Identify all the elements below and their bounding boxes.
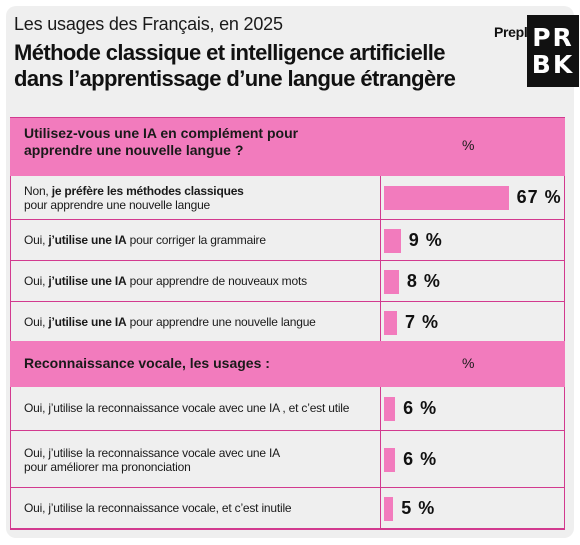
value-label: 6 % — [403, 448, 438, 469]
row-label-emphasis: j’utilise une IA — [48, 232, 127, 247]
row-label: Oui, j’utilise une IA pour apprendre de … — [24, 274, 307, 288]
section-header: Utilisez-vous une IA en complément pour … — [10, 118, 565, 176]
bar-8 — [384, 269, 399, 294]
row-label: Oui, j’utilise la reconnaissance vocale,… — [24, 500, 292, 515]
value-label: 7 % — [405, 311, 440, 332]
row-label-rest: pour apprendre une nouvelle langue — [126, 314, 316, 329]
table-row: Oui, j’utilise une IA pour apprendre une… — [10, 302, 565, 343]
purebreak-logo: PR BK — [527, 15, 579, 87]
value-label: 6 % — [403, 398, 438, 418]
value-column-header: % — [462, 137, 475, 153]
row-label-prefix: Oui, j’utilise la reconnaissance vocale,… — [24, 500, 292, 515]
section-header: Reconnaissance vocale, les usages :% — [10, 341, 565, 387]
table-row: Oui, j’utilise la reconnaissance vocale … — [10, 387, 565, 431]
survey-table: Utilisez-vous une IA en complément pour … — [10, 117, 565, 530]
bar-7 — [384, 310, 398, 335]
row-label: Oui, j’utilise une IA pour corriger la g… — [24, 233, 266, 247]
bar-6 — [384, 397, 396, 421]
row-label-rest: pour apprendre de nouveaux mots — [126, 273, 307, 288]
section-question: Reconnaissance vocale, les usages : — [24, 355, 270, 371]
value-label: 8 % — [406, 270, 441, 291]
row-label: Oui, j’utilise la reconnaissance vocale … — [24, 401, 349, 415]
value-column-header: % — [462, 355, 475, 371]
table-row: Oui, j’utilise la reconnaissance vocale,… — [10, 488, 565, 529]
row-label-emphasis: je préfère les méthodes classiques — [51, 184, 244, 198]
row-label: Non, je préfère les méthodes classiques p… — [24, 184, 244, 212]
bar-5 — [384, 496, 394, 521]
row-label-prefix: Oui, j’utilise la reconnaissance vocale … — [24, 445, 280, 460]
table-left-border — [10, 118, 11, 529]
row-label-emphasis: j’utilise une IA — [48, 314, 127, 329]
brand-name: Prepl — [494, 24, 528, 40]
row-label-line2: pour apprendre une nouvelle langue — [24, 198, 211, 212]
bar-6 — [384, 447, 396, 472]
logo-line-2: BK — [531, 50, 575, 79]
table-row: Oui, j’utilise la reconnaissance vocale … — [10, 431, 565, 488]
table-row: Non, je préfère les méthodes classiques p… — [10, 176, 565, 220]
row-label-prefix: Non, — [24, 184, 52, 198]
row-label: Oui, j’utilise la reconnaissance vocale … — [24, 446, 280, 474]
page-title: Méthode classique et intelligence artifi… — [14, 40, 456, 91]
row-label-prefix: Oui, — [24, 314, 49, 329]
table-right-border — [564, 118, 565, 529]
value-label: 5 % — [401, 497, 436, 518]
row-label-prefix: Oui, — [24, 273, 49, 288]
bar-67 — [384, 186, 509, 210]
row-label-prefix: Oui, j’utilise la reconnaissance vocale … — [24, 401, 350, 415]
row-label-emphasis: j’utilise une IA — [48, 273, 127, 288]
value-label: 67 % — [516, 187, 562, 207]
logo-line-1: PR — [532, 23, 574, 52]
row-label: Oui, j’utilise une IA pour apprendre une… — [24, 315, 316, 329]
row-label-line2: pour améliorer ma prononciation — [24, 459, 191, 474]
infographic-card — [6, 6, 574, 538]
table-column-divider — [380, 118, 381, 529]
section-question: Utilisez-vous une IA en complément pour … — [24, 125, 299, 158]
row-label-prefix: Oui, — [24, 232, 49, 247]
table-row: Oui, j’utilise une IA pour corriger la g… — [10, 220, 565, 261]
row-label-rest: pour corriger la grammaire — [126, 232, 266, 247]
table-row: Oui, j’utilise une IA pour apprendre de … — [10, 261, 565, 302]
subtitle: Les usages des Français, en 2025 — [14, 14, 283, 34]
value-label: 9 % — [408, 229, 443, 250]
bar-9 — [384, 228, 401, 253]
